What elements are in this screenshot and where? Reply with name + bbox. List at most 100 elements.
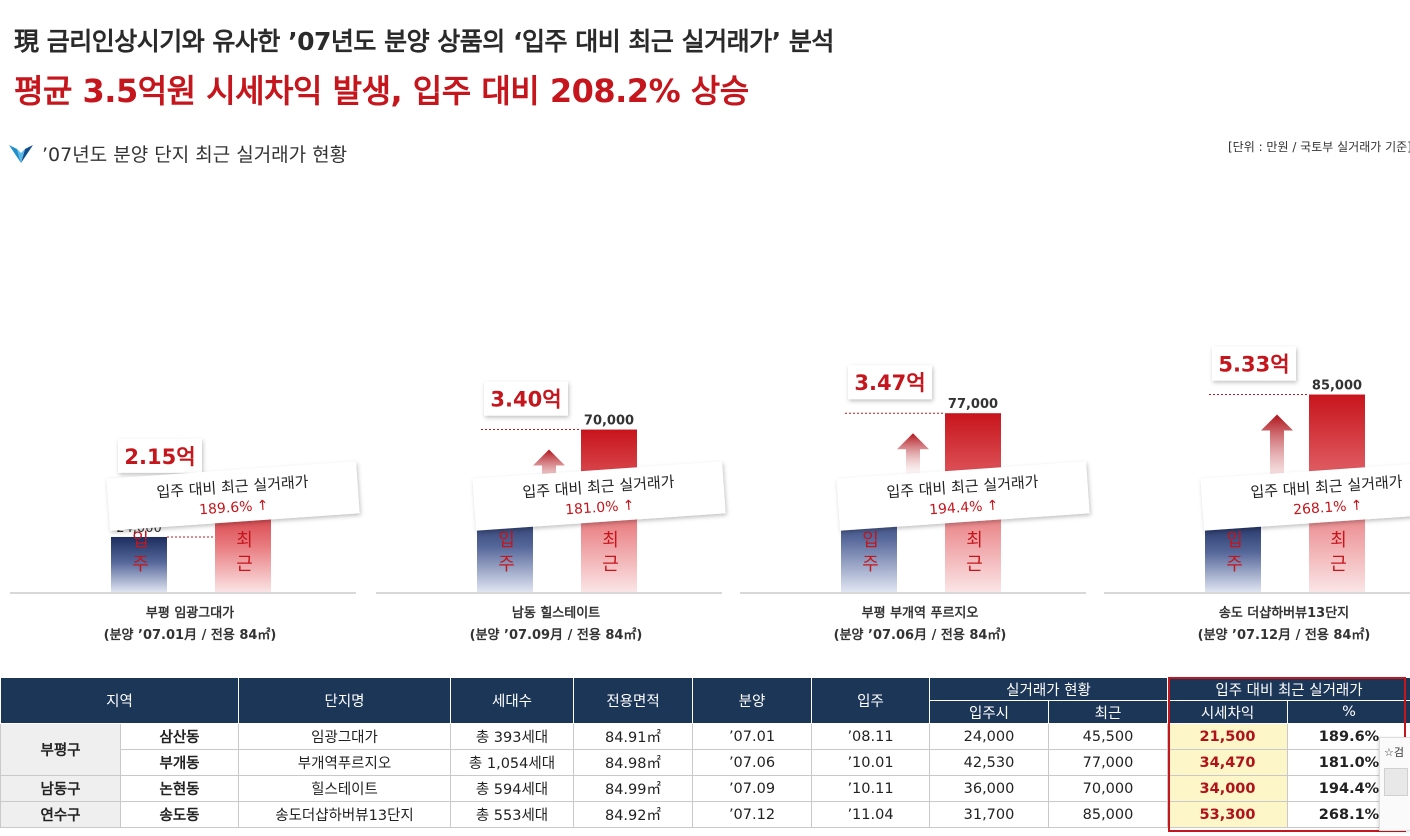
gain-value-label: 5.33억	[1218, 353, 1289, 377]
side-floating-widget[interactable]: ☆검	[1379, 737, 1410, 831]
cell-movein: ’10.01	[811, 749, 930, 776]
cell-movein-price: 31,700	[929, 801, 1049, 828]
cell-households: 총 594세대	[450, 775, 574, 802]
section-title: ’07년도 분양 단지 최근 실거래가 현황	[8, 140, 347, 167]
cell-area: 84.92㎡	[573, 801, 693, 828]
th-movein-price: 입주시	[929, 700, 1049, 724]
cell-gain: 34,470	[1167, 749, 1288, 776]
cell-complex-name: 송도더샵하버뷰13단지	[238, 801, 451, 828]
recent-bar-caption: 최근	[599, 530, 620, 578]
th-realprice: 실거래가 현황	[929, 677, 1168, 701]
movein-bar-caption: 입주	[129, 530, 150, 578]
unit-note: [단위 : 만원 / 국토부 실거래가 기준]	[1228, 140, 1410, 154]
cell-recent-price: 77,000	[1048, 749, 1168, 776]
th-pct: %	[1286, 700, 1410, 724]
cell-movein-price: 36,000	[929, 775, 1049, 802]
th-sale: 분양	[692, 677, 812, 724]
cell-movein: ’11.04	[811, 801, 930, 828]
th-area: 전용면적	[573, 677, 693, 724]
th-region: 지역	[0, 677, 239, 724]
headline-subtitle: 現 금리인상시기와 유사한 ’07년도 분양 상품의 ‘입주 대비 최근 실거래…	[14, 27, 834, 56]
cell-district: 부평구	[0, 723, 121, 776]
cell-movein-price: 42,530	[929, 749, 1049, 776]
cell-recent-price: 45,500	[1048, 723, 1168, 750]
gain-value-label: 3.40억	[490, 388, 561, 412]
callout-pct-label: 189.6% ↑	[199, 498, 270, 519]
callout-pct-label: 268.1% ↑	[1293, 498, 1364, 519]
group-sub-label: (분양 ’07.12月 / 전용 84㎡)	[1198, 627, 1371, 643]
gain-value-label: 3.47억	[854, 371, 925, 395]
movein-bar-caption: 입주	[495, 530, 516, 578]
cell-complex-name: 힐스테이트	[238, 775, 451, 802]
cell-households: 총 1,054세대	[450, 749, 574, 776]
side-widget-thumbnail[interactable]	[1384, 768, 1408, 796]
th-movein: 입주	[811, 677, 930, 724]
cell-dong: 삼산동	[120, 723, 239, 750]
recent-value-label: 70,000	[584, 414, 634, 429]
cell-households: 총 393세대	[450, 723, 574, 750]
group-sub-label: (분양 ’07.01月 / 전용 84㎡)	[104, 627, 277, 643]
cell-gain: 21,500	[1167, 723, 1288, 750]
movein-bar-caption: 입주	[1223, 530, 1244, 578]
th-households: 세대수	[450, 677, 574, 724]
cell-district: 남동구	[0, 775, 121, 802]
cell-dong: 부개동	[120, 749, 239, 776]
callout-background	[472, 461, 726, 531]
cell-gain: 34,000	[1167, 775, 1288, 802]
th-comparison: 입주 대비 최근 실거래가	[1166, 677, 1410, 701]
group-name-label: 송도 더샵하버뷰13단지	[1219, 605, 1349, 621]
cell-dong: 논현동	[120, 775, 239, 802]
cell-area: 84.99㎡	[573, 775, 693, 802]
cell-movein-price: 24,000	[929, 723, 1049, 750]
callout-pct-label: 194.4% ↑	[929, 498, 1000, 519]
table-row: 부개동 부개역푸르지오 총 1,054세대 84.98㎡ ’07.06 ’10.…	[1, 749, 1410, 776]
cell-gain: 53,300	[1167, 801, 1288, 828]
callout-background	[106, 461, 360, 531]
gain-value-label: 2.15억	[124, 445, 195, 469]
recent-value-label: 77,000	[948, 397, 998, 412]
rise-arrow-icon	[1261, 414, 1293, 509]
recent-value-label: 85,000	[1312, 379, 1362, 394]
rise-arrow-icon	[897, 433, 929, 484]
cell-recent-price: 85,000	[1048, 801, 1168, 828]
group-sub-label: (분양 ’07.09月 / 전용 84㎡)	[470, 627, 643, 643]
cell-area: 84.91㎡	[573, 723, 693, 750]
callout-background	[836, 461, 1090, 531]
cell-sale: ’07.06	[692, 749, 812, 776]
section-title-text: ’07년도 분양 단지 최근 실거래가 현황	[42, 144, 348, 166]
group-name-label: 부평 임광그대가	[146, 605, 234, 621]
movein-bar-caption: 입주	[859, 530, 880, 578]
cell-dong: 송도동	[120, 801, 239, 828]
recent-bar-caption: 최근	[233, 530, 254, 578]
side-widget-label[interactable]: ☆검	[1384, 746, 1404, 759]
cell-recent-price: 70,000	[1048, 775, 1168, 802]
group-name-label: 부평 부개역 푸르지오	[862, 605, 979, 621]
callout-pct-label: 181.0% ↑	[565, 498, 636, 519]
cell-households: 총 553세대	[450, 801, 574, 828]
cell-movein: ’08.11	[811, 723, 930, 750]
gain-box	[1212, 346, 1296, 381]
cell-area: 84.98㎡	[573, 749, 693, 776]
table-row: 연수구 송도동 송도더샵하버뷰13단지 총 553세대 84.92㎡ ’07.1…	[0, 801, 1410, 828]
cell-district: 연수구	[0, 801, 121, 828]
gain-box	[118, 438, 202, 473]
cell-sale: ’07.01	[692, 723, 812, 750]
th-complex: 단지명	[238, 677, 451, 724]
group-name-label: 남동 힐스테이트	[512, 605, 600, 621]
cell-sale: ’07.12	[692, 801, 812, 828]
cell-movein: ’10.11	[811, 775, 930, 802]
recent-bar-caption: 최근	[963, 530, 984, 578]
table-row: 부평구 삼산동 임광그대가 총 393세대 84.91㎡ ’07.01 ’08.…	[0, 723, 1410, 776]
table-row: 남동구 논현동 힐스테이트 총 594세대 84.99㎡ ’07.09 ’10.…	[0, 775, 1410, 802]
cell-sale: ’07.09	[692, 775, 812, 802]
th-recent-price: 최근	[1048, 700, 1168, 724]
cell-complex-name: 임광그대가	[238, 723, 451, 750]
recent-bar-caption: 최근	[1327, 530, 1348, 578]
